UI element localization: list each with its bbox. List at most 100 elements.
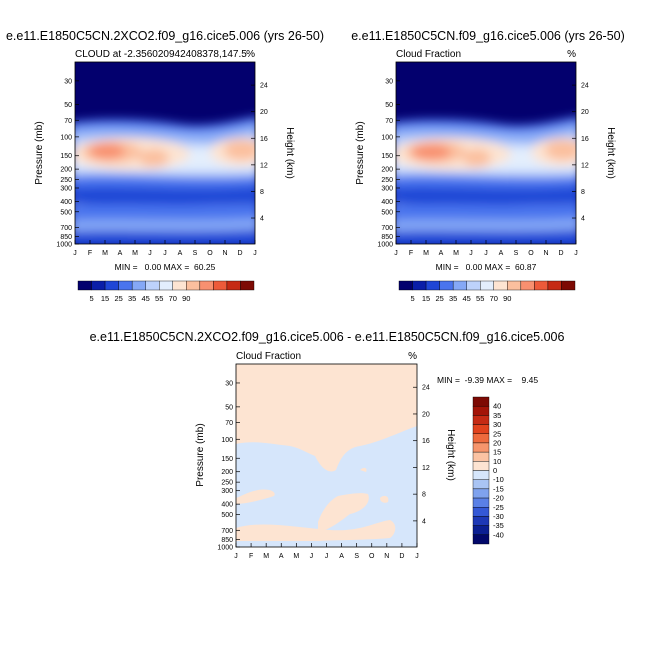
colorbar-label: 20 (493, 438, 501, 447)
height-tick-label: 8 (422, 492, 426, 499)
colorbar-label: -25 (493, 503, 504, 512)
x-tick-label: N (222, 250, 227, 257)
colorbar-swatch (472, 534, 490, 545)
height-tick-label: 24 (260, 83, 268, 90)
panel-2-unit: % (567, 49, 576, 60)
x-tick-label: M (263, 553, 269, 560)
y-tick-label: 100 (221, 437, 233, 444)
x-tick-label: A (439, 250, 444, 257)
colorbar-swatch (472, 442, 490, 453)
y-tick-label: 500 (221, 512, 233, 519)
panel-2-contours (396, 62, 576, 244)
panel-3-unit: % (408, 351, 417, 362)
y-tick-label: 850 (60, 234, 72, 241)
x-tick-label: M (453, 250, 459, 257)
panel-3-title: e.e11.E1850C5CN.2XCO2.f09_g16.cice5.006 … (90, 330, 565, 344)
colorbar-swatch (472, 488, 490, 499)
height-tick-label: 20 (422, 411, 430, 418)
panel-1-colorbar: 5 15 25 35 45 55 70 90 (77, 280, 255, 303)
height-tick-label: 4 (581, 216, 585, 223)
panel-1-title: e.e11.E1850C5CN.2XCO2.f09_g16.cice5.006 … (6, 29, 324, 43)
y-tick-label: 250 (381, 177, 393, 184)
y-tick-label: 400 (221, 502, 233, 509)
x-tick-label: D (237, 250, 242, 257)
colorbar-swatch (226, 280, 241, 291)
x-tick-label: N (543, 250, 548, 257)
y-tick-label: 700 (221, 528, 233, 535)
y-tick-label: 1000 (217, 545, 233, 552)
colorbar-swatch (159, 280, 173, 291)
colorbar-label: 25 (114, 294, 122, 303)
x-tick-label: J (325, 553, 329, 560)
x-tick-label: M (423, 250, 429, 257)
x-tick-label: M (102, 250, 108, 257)
colorbar-swatch (493, 280, 508, 291)
x-tick-label: A (339, 553, 344, 560)
x-tick-label: J (163, 250, 167, 257)
y-tick-label: 30 (225, 380, 233, 387)
colorbar-label: 30 (493, 420, 501, 429)
x-tick-label: A (178, 250, 183, 257)
panel-2-colorbar: 5 15 25 35 45 55 70 90 (398, 280, 576, 303)
x-tick-label: D (399, 553, 404, 560)
panel-2-stats: MIN = 0.00 MAX = 60.87 (436, 262, 537, 272)
panel-3-contours (236, 364, 417, 547)
x-tick-label: M (293, 553, 299, 560)
colorbar-swatch (472, 405, 490, 416)
colorbar-label: 70 (490, 294, 498, 303)
colorbar-swatch (77, 280, 92, 291)
y-tick-label: 150 (60, 153, 72, 160)
height-tick-label: 16 (260, 136, 268, 143)
colorbar-swatch (480, 280, 494, 291)
colorbar-label: 15 (493, 448, 501, 457)
panel-3: e.e11.E1850C5CN.2XCO2.f09_g16.cice5.006 … (90, 330, 565, 560)
x-tick-label: F (409, 250, 413, 257)
y-tick-label: 300 (221, 488, 233, 495)
x-tick-label: S (354, 553, 359, 560)
y-tick-label: 200 (381, 167, 393, 174)
x-tick-label: O (207, 250, 213, 257)
colorbar-swatch (472, 507, 490, 517)
colorbar-swatch (472, 451, 490, 462)
x-tick-label: F (88, 250, 92, 257)
colorbar-swatch (199, 280, 214, 291)
panel-3-subtitle: Cloud Fraction (236, 351, 301, 362)
x-tick-label: A (118, 250, 123, 257)
height-tick-label: 16 (422, 438, 430, 445)
colorbar-label: 90 (182, 294, 190, 303)
height-tick-label: 24 (581, 83, 589, 90)
y-tick-label: 70 (64, 118, 72, 125)
height-tick-label: 8 (581, 189, 585, 196)
colorbar-label: -40 (493, 530, 504, 539)
colorbar-label: 10 (493, 457, 501, 466)
colorbar-swatch (439, 280, 454, 291)
panel-1-ylabel: Pressure (mb) (34, 121, 45, 184)
colorbar-label: 25 (493, 429, 501, 438)
colorbar-label: -30 (493, 512, 504, 521)
colorbar-swatch (472, 415, 490, 425)
colorbar-swatch (507, 280, 522, 291)
colorbar-swatch (472, 525, 490, 536)
colorbar-swatch (131, 280, 146, 291)
height-tick-label: 16 (581, 136, 589, 143)
y-tick-label: 50 (385, 102, 393, 109)
panel-3-ylabel: Pressure (mb) (195, 423, 206, 486)
panel-1-unit: % (246, 49, 255, 60)
colorbar-label: 35 (493, 411, 501, 420)
y-tick-label: 30 (64, 78, 72, 85)
panel-2-ylabel: Pressure (mb) (355, 121, 366, 184)
height-tick-label: 4 (422, 518, 426, 525)
colorbar-swatch (472, 424, 490, 434)
y-tick-label: 150 (221, 456, 233, 463)
colorbar-swatch (561, 280, 576, 291)
colorbar-swatch (534, 280, 549, 291)
height-tick-label: 12 (422, 465, 430, 472)
colorbar-label: 45 (142, 294, 150, 303)
y-tick-label: 700 (60, 225, 72, 232)
y-tick-label: 50 (64, 102, 72, 109)
y-tick-label: 300 (60, 185, 72, 192)
x-tick-label: J (73, 250, 77, 257)
